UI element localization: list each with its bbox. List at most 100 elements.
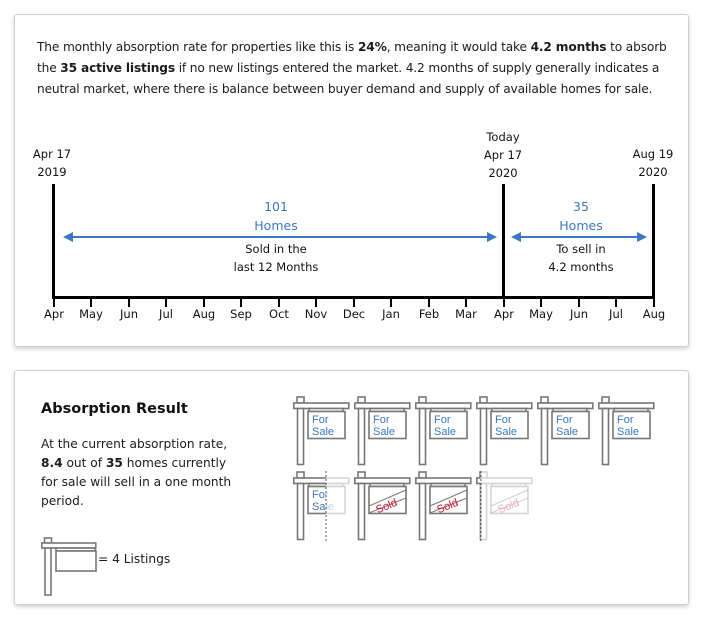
absorption-result-text: At the current absorption rate, 8.4 out … (41, 435, 241, 511)
month-label: Feb (418, 307, 440, 321)
for-sale-sign-icon: For Sale (537, 396, 595, 468)
end-date-label: Aug 19 2020 (624, 145, 682, 181)
axis-tick (390, 298, 392, 307)
absorption-rate-value: 24% (357, 40, 387, 54)
result-text-3: homes currently for sale will sell in a … (41, 456, 232, 508)
end-date-line1: Aug 19 (632, 147, 674, 161)
month-label: Oct (269, 307, 289, 321)
today-label: Today (486, 130, 520, 144)
svg-text:For: For (556, 414, 573, 426)
axis-tick (540, 298, 542, 307)
sold-sign-icon: Sold (354, 471, 412, 543)
sold-sign-icon: Sold (415, 471, 473, 543)
axis-tick (428, 298, 430, 307)
today-marker-line (502, 184, 505, 299)
axis-tick (128, 298, 130, 307)
absorption-result-card: Absorption Result At the current absorpt… (14, 370, 689, 605)
svg-text:Sale: Sale (312, 501, 334, 513)
month-label: May (79, 307, 103, 321)
monthly-sold-value: 8.4 (41, 456, 63, 470)
axis-tick (53, 298, 55, 307)
svg-text:For: For (495, 414, 512, 426)
month-label: Mar (455, 307, 477, 321)
sold-count: 101 (264, 199, 288, 214)
summary-text-2: , meaning it would take (386, 40, 531, 54)
axis-tick (90, 298, 92, 307)
axis-tick (353, 298, 355, 307)
result-text-2: out of (62, 456, 106, 470)
arrow-left-icon (511, 232, 521, 242)
sold-desc-line2: last 12 Months (233, 260, 319, 274)
svg-text:Sale: Sale (312, 501, 334, 513)
sold-desc-line1: Sold in the (245, 242, 307, 256)
svg-text:Sale: Sale (312, 426, 334, 438)
svg-text:Sale: Sale (373, 426, 395, 438)
for-sale-sign-icon: For Sale (354, 396, 412, 468)
forsale-count: 35 (573, 199, 589, 214)
start-date-line1: Apr 17 (32, 147, 72, 161)
month-label: Apr (44, 307, 64, 321)
legend-label: = 4 Listings (98, 552, 171, 566)
sold-unit: Homes (254, 218, 298, 233)
absorption-summary-text: The monthly absorption rate for properti… (37, 37, 677, 100)
month-label: Jul (159, 307, 173, 321)
axis-tick (165, 298, 167, 307)
arrow-left-icon (63, 232, 73, 242)
svg-text:Sale: Sale (495, 426, 517, 438)
axis-tick (503, 298, 505, 307)
end-marker-line (652, 184, 655, 299)
svg-text:For: For (617, 414, 634, 426)
sold-period-arrow (63, 232, 497, 242)
month-label: Aug (642, 307, 666, 321)
summary-text-3: to absorb the (37, 40, 667, 75)
total-listings-value: 35 (105, 456, 123, 470)
arrow-right-icon (487, 232, 497, 242)
summary-text-1: The monthly absorption rate for properti… (37, 40, 358, 54)
svg-text:For: For (434, 414, 451, 426)
start-date-line2: 2019 (37, 165, 67, 179)
start-marker-line (52, 184, 55, 299)
month-label: Sep (230, 307, 252, 321)
active-listings-value: 35 active listings (60, 61, 175, 75)
summary-text-4: if no new listings entered the market. 4… (37, 61, 660, 96)
forsale-desc-line2: 4.2 months (548, 260, 614, 274)
svg-text:Sale: Sale (434, 426, 456, 438)
axis-tick (653, 298, 655, 307)
axis-tick (465, 298, 467, 307)
for-sale-sign-icon: For Sale (293, 396, 351, 468)
forsale-count-label: 35 Homes (541, 197, 621, 235)
sold-count-label: 101 Homes (215, 197, 337, 235)
month-label: Jun (570, 307, 588, 321)
result-text-1: At the current absorption rate, (41, 437, 228, 451)
arrow-right-icon (637, 232, 647, 242)
for-sale-sign-icon: For Sale (476, 396, 534, 468)
end-date-line2: 2020 (638, 165, 668, 179)
svg-text:For: For (312, 414, 329, 426)
month-label: Jan (382, 307, 400, 321)
month-label: Dec (342, 307, 366, 321)
absorption-result-title: Absorption Result (41, 401, 188, 417)
svg-text:For: For (312, 489, 329, 501)
axis-tick (315, 298, 317, 307)
forsale-unit: Homes (559, 218, 603, 233)
months-of-supply-value: 4.2 months (530, 40, 607, 54)
axis-tick (615, 298, 617, 307)
month-label: Aug (192, 307, 216, 321)
month-label: Jul (609, 307, 623, 321)
month-label: Jun (120, 307, 138, 321)
month-label: Apr (494, 307, 514, 321)
svg-text:Sale: Sale (556, 426, 578, 438)
axis-tick (578, 298, 580, 307)
axis-tick (278, 298, 280, 307)
svg-text:Sale: Sale (617, 426, 639, 438)
absorption-timeline-card: The monthly absorption rate for properti… (14, 14, 689, 347)
forsale-description: To sell in 4.2 months (531, 240, 631, 276)
today-date-line1: Apr 17 (483, 148, 523, 162)
today-date-line2: 2020 (488, 166, 518, 180)
month-label: May (529, 307, 553, 321)
axis-tick (240, 298, 242, 307)
timeline-axis (52, 296, 655, 299)
forsale-desc-line1: To sell in (556, 242, 606, 256)
for-sale-sign-icon: For Sale (415, 396, 473, 468)
